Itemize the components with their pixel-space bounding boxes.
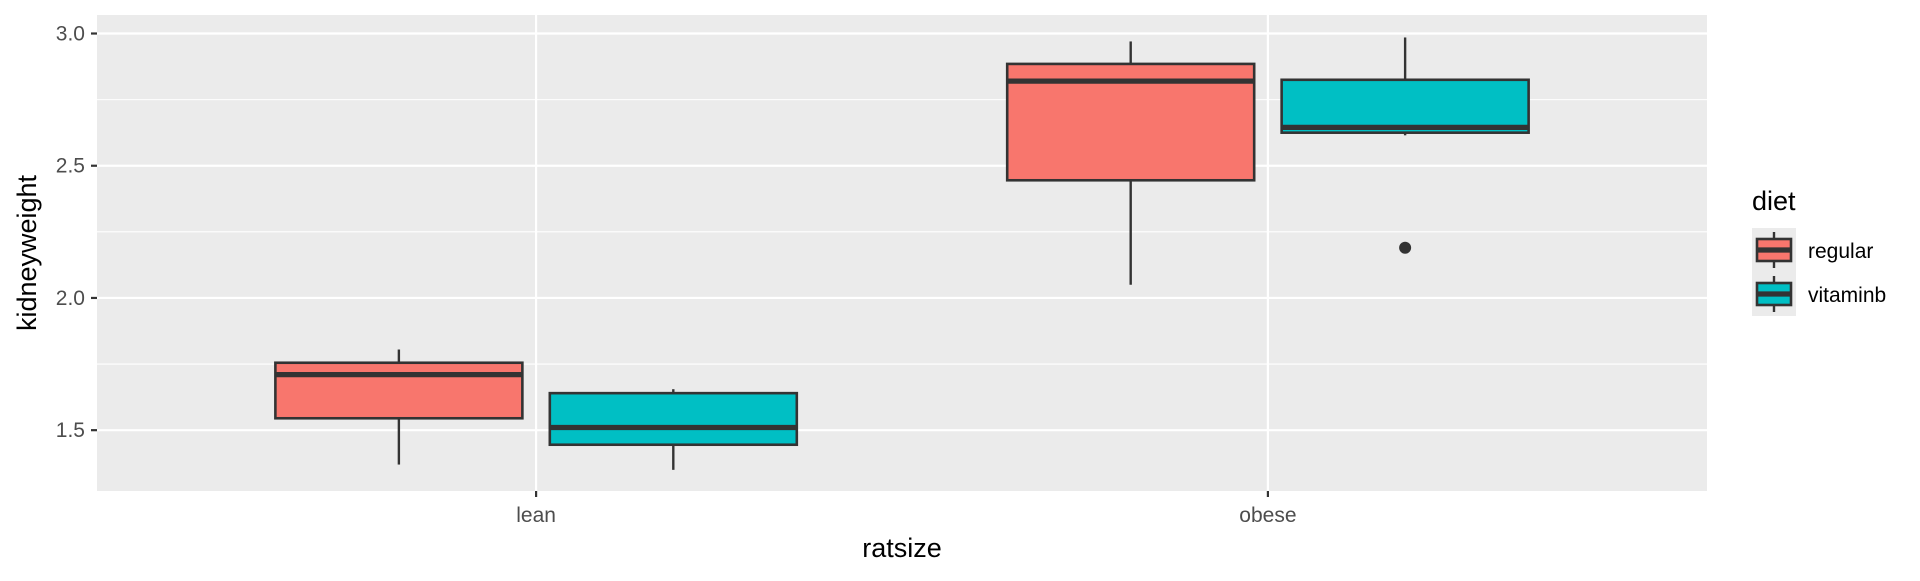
- box-vitaminb-obese: [1280, 37, 1530, 254]
- legend-keys: regular vitaminb: [1752, 228, 1886, 316]
- y-tick-label: 1.5: [56, 419, 85, 442]
- legend-label: regular: [1808, 240, 1873, 263]
- legend-label: vitaminb: [1808, 284, 1886, 307]
- box-iqr: [1280, 78, 1530, 134]
- x-tick-label: obese: [1239, 504, 1296, 527]
- outlier-point: [1399, 241, 1412, 254]
- box-iqr: [274, 361, 524, 420]
- x-tick-label: lean: [516, 504, 556, 527]
- legend: diet regular vitaminb: [1752, 186, 1886, 316]
- box-regular-obese: [1005, 41, 1256, 285]
- x-axis-title: ratsize: [862, 533, 942, 563]
- box-vitaminb-lean: [548, 389, 799, 470]
- boxes-layer: [274, 37, 1530, 470]
- y-axis-title: kidneyweight: [12, 174, 42, 331]
- legend-item-vitaminb: vitaminb: [1752, 272, 1886, 316]
- y-tick-label: 2.5: [56, 155, 85, 178]
- grid-layer: [97, 15, 1707, 491]
- box-regular-lean: [274, 349, 524, 465]
- legend-title: diet: [1752, 186, 1796, 216]
- y-tick-label: 3.0: [56, 23, 85, 46]
- axes-layer: 1.5 2.0 2.5 3.0 lean obese: [56, 23, 1297, 527]
- y-tick-label: 2.0: [56, 287, 85, 310]
- box-iqr: [548, 391, 799, 447]
- legend-item-regular: regular: [1752, 228, 1873, 272]
